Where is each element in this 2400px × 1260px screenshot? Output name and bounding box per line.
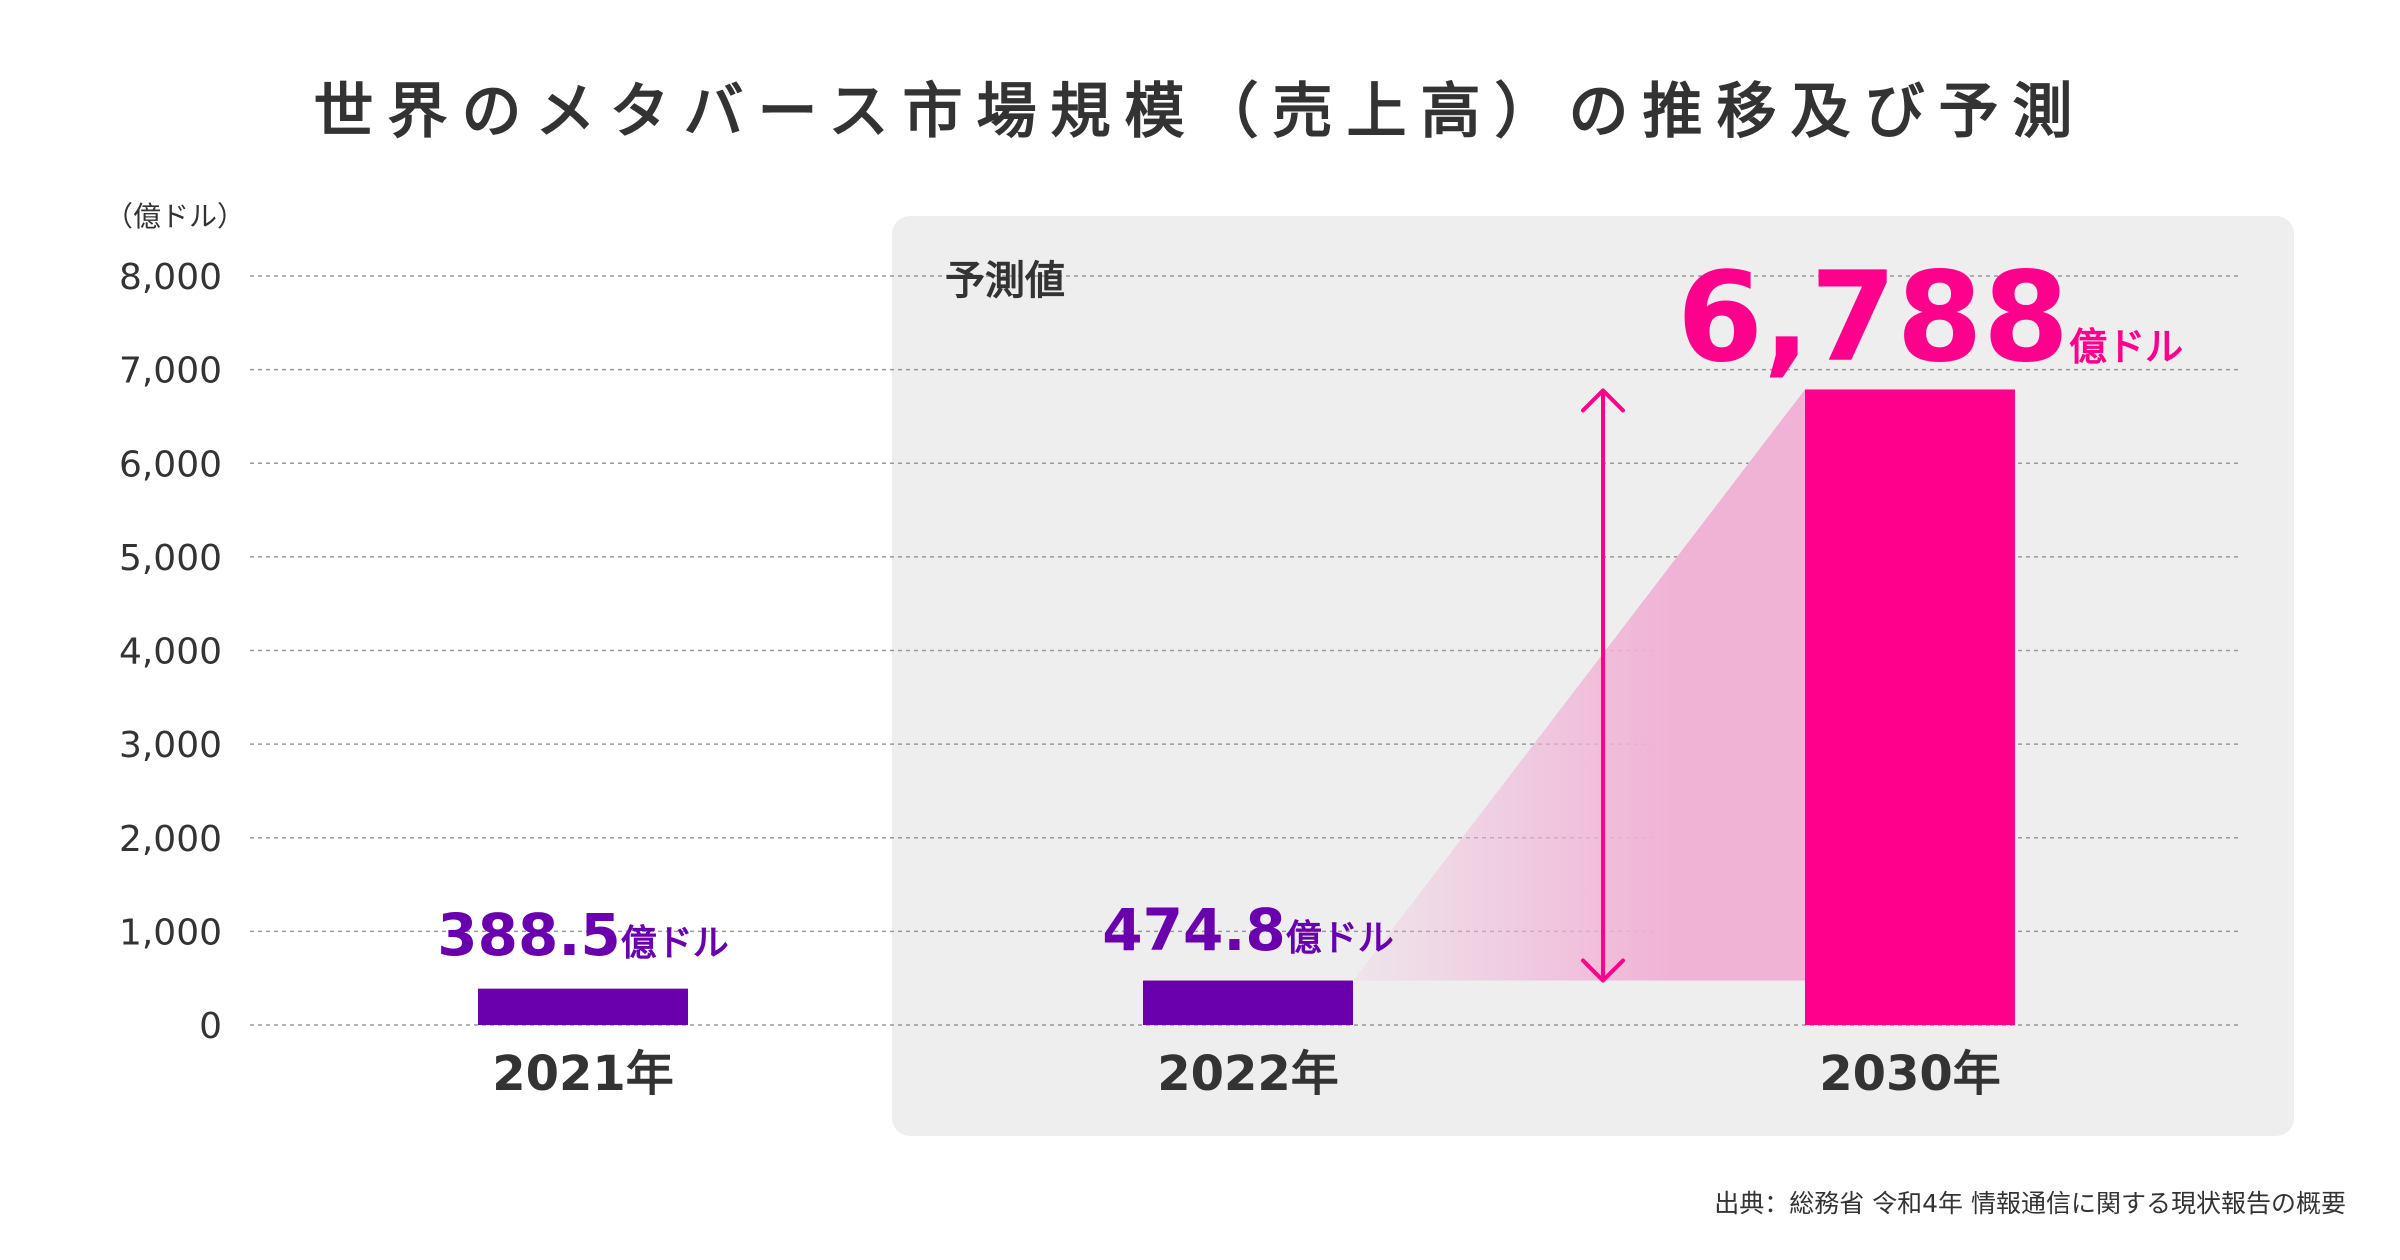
x-axis-labels: 2021年 2022年 2030年 xyxy=(492,1046,2001,1102)
forecast-label: 予測値 xyxy=(945,258,1065,304)
bars xyxy=(478,389,2015,1025)
growth-wedge xyxy=(1353,389,1805,981)
arrow-head-down xyxy=(1581,958,1625,983)
y-tick-label: 8,000 xyxy=(119,257,222,298)
y-tick-label: 2,000 xyxy=(119,819,222,860)
y-tick-label: 4,000 xyxy=(119,632,222,673)
data-label: 6,788億ドル xyxy=(1677,246,2183,390)
y-unit-label: （億ドル） xyxy=(105,200,245,233)
data-label-unit: 億ドル xyxy=(621,923,729,964)
data-label: 388.5億ドル xyxy=(437,901,728,969)
y-tick-label: 7,000 xyxy=(119,351,222,392)
data-label: 474.8億ドル xyxy=(1102,896,1393,964)
x-tick-label: 2022年 xyxy=(1157,1046,1339,1102)
growth-arrow xyxy=(1581,388,1625,983)
y-tick-label: 1,000 xyxy=(119,912,222,953)
bar-2022年 xyxy=(1143,980,1353,1025)
x-tick-label: 2030年 xyxy=(1819,1046,2001,1102)
y-tick-label: 3,000 xyxy=(119,725,222,766)
bar-2030年 xyxy=(1805,389,2015,1025)
y-axis-ticks: 0 1,000 2,000 3,000 4,000 5,000 6,000 7,000 8,00… xyxy=(119,257,222,1047)
source-note: 出典：総務省 令和4年 情報通信に関する現状報告の概要 xyxy=(1714,1189,2346,1218)
x-tick-label: 2021年 xyxy=(492,1046,674,1102)
data-label-value: 474.8 xyxy=(1102,896,1285,964)
y-tick-label: 5,000 xyxy=(119,538,222,579)
chart-title: 世界のメタバース市場規模（売上高）の推移及び予測 xyxy=(314,77,2087,147)
data-label-unit: 億ドル xyxy=(1286,918,1394,959)
bar-2021年 xyxy=(478,988,688,1025)
arrow-head-up xyxy=(1581,388,1625,413)
y-tick-label: 0 xyxy=(199,1006,222,1047)
data-label-value: 6,788 xyxy=(1677,246,2069,390)
y-tick-label: 6,000 xyxy=(119,444,222,485)
data-label-value: 388.5 xyxy=(437,901,620,969)
data-label-unit: 億ドル xyxy=(2069,325,2183,369)
